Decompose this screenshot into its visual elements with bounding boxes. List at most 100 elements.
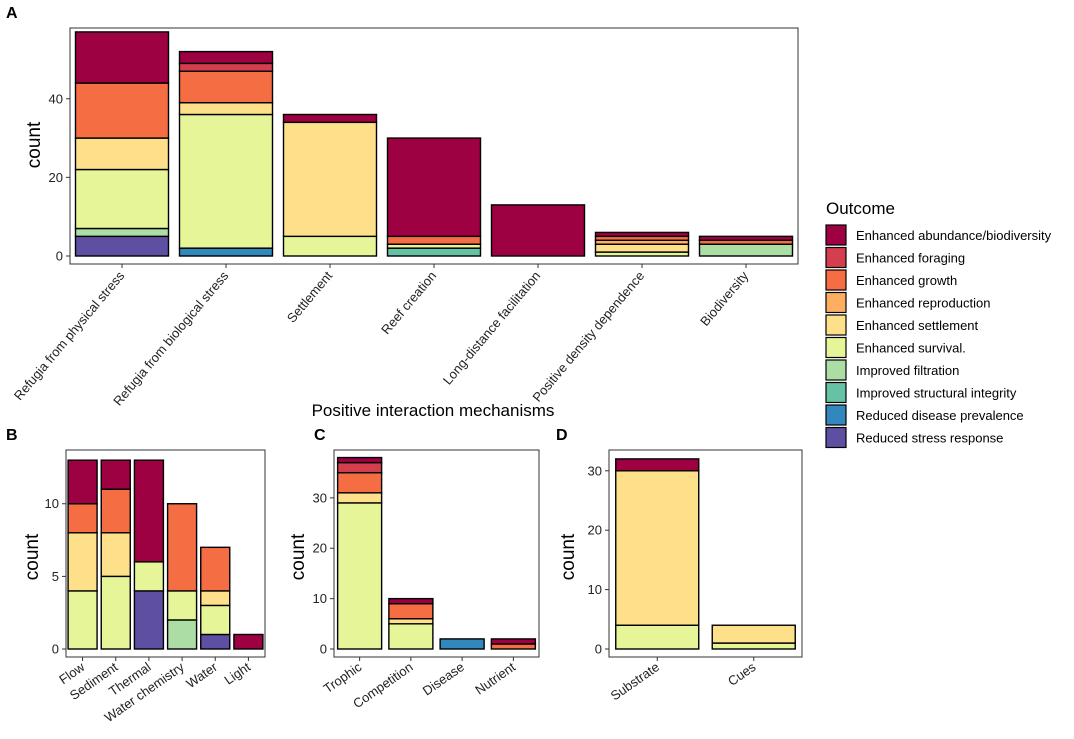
legend-label: Enhanced survival. [856, 341, 966, 356]
panel-b-plot-frame [65, 449, 266, 658]
panel-b-bar-segment [200, 604, 231, 636]
panel-b-bar-segment [100, 459, 131, 490]
panel-c-bar-segment [336, 456, 383, 464]
panel-a-bar-segment [594, 243, 690, 253]
panel-d-plot: 0 10 20 30 Substrate Cues [588, 449, 803, 703]
legend-label: Improved structural integrity [856, 386, 1017, 401]
legend-label: Reduced stress response [856, 431, 1003, 446]
panel-c-bar-segment [336, 471, 383, 494]
panel-a-bar-segment [386, 235, 482, 245]
x-axis-title: Positive interaction mechanisms [312, 401, 555, 420]
panel-b-ytick-label: 5 [52, 569, 59, 584]
panel-a-bar-segment [282, 235, 378, 257]
legend-swatch [825, 381, 847, 404]
panel-b-bar-segment [67, 532, 98, 592]
panel-d-ytick-label: 10 [588, 582, 602, 597]
panel-d-bar-segment [711, 624, 796, 644]
legend-label: Reduced disease prevalence [856, 408, 1024, 423]
panel-d-bar-segment [711, 642, 796, 650]
panel-d-xtick-label: Substrate [608, 659, 662, 703]
panel-a-ytick-label: 0 [56, 249, 63, 264]
panel-b-bar-segment [100, 488, 131, 534]
panel-a-xtick-label: Refugia from physical stress [11, 268, 128, 403]
panel-a-xtick-label: Biodiversity [697, 268, 752, 329]
panel-d-letter: D [556, 427, 568, 444]
panel-d-ytick-label: 20 [588, 523, 602, 538]
legend-label: Improved filtration [856, 363, 959, 378]
panel-a-bar-segment [386, 137, 482, 238]
panel-a-ytick-label: 20 [49, 170, 63, 185]
panel-d-xtick-label: Cues [725, 659, 759, 689]
panel-b-bar-segment [67, 590, 98, 650]
panel-a-xtick-label: Refugia from biological stress [110, 268, 231, 409]
panel-a-bar-segment [74, 31, 170, 84]
panel-c-bar-segment [388, 618, 434, 625]
panel-b-letter: B [6, 427, 18, 444]
panel-c-xtick-label: Trophic [321, 659, 365, 696]
panel-c-xtick-label: Nutrient [472, 659, 518, 698]
panel-a-xtick-label: Reef creation [378, 268, 439, 337]
panel-b-bar-segment [166, 619, 198, 650]
panel-b-ytick-label: 10 [45, 496, 59, 511]
panel-b-ytick-label: 0 [52, 642, 59, 657]
panel-b-bar-segment [166, 590, 198, 621]
legend-items: Enhanced abundance/biodiversity Enhanced … [825, 224, 1052, 449]
legend-title: Outcome [826, 199, 895, 218]
legend: Outcome Enhanced abundance/biodiversityE… [825, 199, 1052, 449]
panel-a-bar-segment [74, 235, 170, 257]
panel-a-letter: A [6, 5, 18, 22]
legend-swatch [825, 359, 847, 381]
legend-swatch [825, 291, 847, 314]
panel-a-plot: 0 20 40 Refugia from physical stressRefugia… [11, 27, 799, 409]
panel-a-bar-segment [282, 121, 378, 238]
legend-swatch [825, 246, 847, 269]
panel-b-bar-segment [133, 561, 165, 592]
legend-swatch [825, 426, 847, 449]
panel-b-bar-segment [133, 459, 165, 563]
panel-c-bar-segment [490, 643, 537, 650]
panel-a: A count 0 20 40 Refugia from physical stres… [6, 5, 799, 409]
legend-swatch [825, 224, 847, 246]
panel-a-bar-segment [178, 50, 274, 65]
panel-a-bar-segment [74, 168, 170, 230]
panel-d-bar-segment [615, 624, 700, 650]
panel-a-bar-segment [594, 231, 690, 238]
legend-swatch [825, 314, 847, 336]
panel-a-bar-segment [698, 243, 794, 257]
panel-c-bar-segment [490, 638, 537, 645]
panel-a-bar-segment [178, 113, 274, 249]
panel-d-ytick-label: 30 [588, 463, 602, 478]
panel-c-plot-frame [333, 449, 540, 658]
panel-c-ytick-label: 10 [313, 591, 327, 606]
legend-swatch [825, 404, 847, 426]
legend-label: Enhanced foraging [856, 251, 965, 266]
panel-c-bar-segment [439, 638, 485, 650]
panel-a-bar-segment [178, 62, 274, 72]
panel-d: D count 0 10 20 30 Substrate Cues [556, 427, 803, 703]
panel-b-bar-segment [200, 546, 231, 592]
panel-d-bar-segment [615, 458, 700, 472]
panel-c-bar-segment [388, 597, 434, 605]
panel-b-bar-segment [100, 575, 131, 650]
panel-d-bar-segment [615, 470, 700, 626]
panel-a-bar-segment [698, 235, 794, 241]
panel-b-ylabel: count [22, 533, 43, 580]
panel-c-letter: C [314, 427, 326, 444]
panel-a-bar-segment [74, 137, 170, 171]
panel-b-bar-segment [133, 590, 165, 650]
panel-d-plot-frame [608, 449, 803, 658]
panel-c-ytick-label: 0 [320, 642, 327, 657]
legend-label: Enhanced reproduction [856, 296, 990, 311]
panel-b-bar-segment [233, 633, 264, 650]
panel-a-bar-segment [282, 113, 378, 124]
panel-b-bar-segment [200, 590, 231, 607]
panel-b-bar-segment [166, 503, 198, 592]
panel-a-bar-segment [178, 70, 274, 104]
panel-c-ytick-label: 30 [313, 490, 327, 505]
legend-swatch [825, 269, 847, 291]
panel-c-bar-segment [336, 461, 383, 474]
panel-a-bar-segment [178, 101, 274, 116]
